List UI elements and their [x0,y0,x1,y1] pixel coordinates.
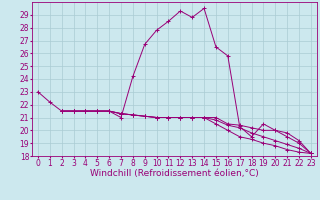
X-axis label: Windchill (Refroidissement éolien,°C): Windchill (Refroidissement éolien,°C) [90,169,259,178]
